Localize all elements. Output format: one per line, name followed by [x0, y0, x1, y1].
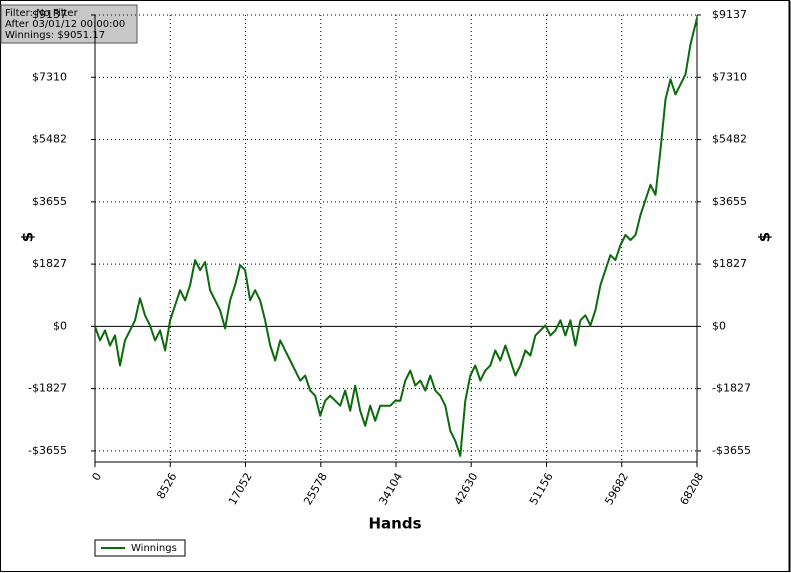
info-text: Winnings: $9051.17	[5, 30, 105, 41]
y2-tick-label: $5482	[712, 133, 747, 146]
y-tick-label: $9137	[32, 8, 67, 21]
y2-tick-label: $3655	[712, 195, 747, 208]
legend-box	[94, 539, 186, 557]
y2-tick-label: $0	[712, 319, 726, 332]
y-tick-label: $7310	[32, 70, 67, 83]
x-axis-label: Hands	[368, 515, 421, 533]
y2-tick-label: $1827	[712, 257, 747, 270]
series-line	[94, 17, 698, 457]
y2-tick-label: -$1827	[712, 382, 751, 395]
y-tick-label: $5482	[32, 133, 67, 146]
info-box: Filter: No Filter After 03/01/12 00:00:0…	[0, 4, 138, 44]
legend-label: Winnings	[131, 543, 177, 554]
y-tick-label: -$3655	[28, 444, 67, 457]
legend: Winnings	[94, 539, 186, 557]
y-axis-label: $	[19, 232, 37, 242]
info-box-bg	[0, 4, 138, 44]
y-tick-label: -$1827	[28, 382, 67, 395]
y-tick-label: $0	[53, 319, 67, 332]
y2-axis-label: $	[756, 232, 774, 242]
info-text: Filter: No Filter	[5, 8, 79, 19]
y2-tick-label: -$3655	[712, 444, 751, 457]
y-tick-label: $1827	[32, 257, 67, 270]
info-text: After 03/01/12 00:00:00	[5, 19, 125, 30]
y2-tick-label: $9137	[712, 8, 747, 21]
y-tick-label: $3655	[32, 195, 67, 208]
y2-tick-label: $7310	[712, 70, 747, 83]
